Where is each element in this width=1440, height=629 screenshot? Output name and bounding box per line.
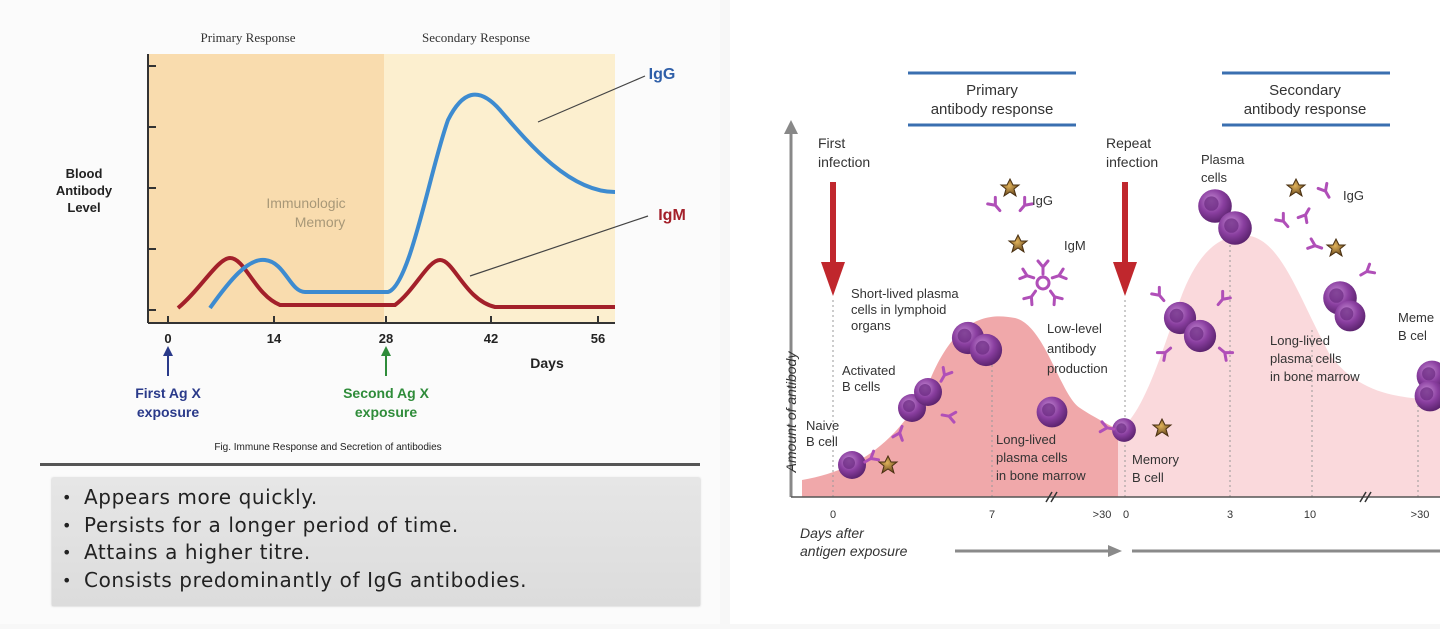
meme-line-1: Meme xyxy=(1398,310,1434,325)
y-label-line-1: Blood xyxy=(66,166,103,181)
igg-curve xyxy=(208,92,616,310)
x-axis-ticks xyxy=(167,316,599,323)
axis-break-marks xyxy=(1045,491,1372,503)
x-tick-secondary-30: >30 xyxy=(1411,509,1430,521)
x-tick-secondary-10: 10 xyxy=(1304,509,1316,521)
primary-title-line-2: antibody response xyxy=(931,101,1054,118)
x-tick-42: 42 xyxy=(484,331,498,346)
secondary-response-features: Appears more quickly. Persists for a lon… xyxy=(52,478,700,606)
secondary-title-line-1: Secondary xyxy=(1269,82,1341,99)
short-lived-line-3: organs xyxy=(851,318,891,333)
primary-response-title: Primary antibody response xyxy=(908,71,1076,127)
feature-item: Consists predominantly of IgG antibodies… xyxy=(62,567,700,595)
immunologic-memory-line-2: Memory xyxy=(295,214,346,230)
long-lived-plasma-cell-icon xyxy=(1036,396,1068,428)
activated-line-1: Activated xyxy=(842,363,895,378)
x-axis-label: Days xyxy=(530,355,564,371)
first-exposure-line-1: First Ag X xyxy=(135,385,201,401)
y-axis-ticks xyxy=(148,65,156,311)
secondary-title-line-2: antibody response xyxy=(1244,101,1367,118)
first-infection-line-1: First xyxy=(818,135,845,151)
long-lived-primary-line-3: in bone marrow xyxy=(996,468,1086,483)
primary-title-line-1: Primary xyxy=(966,82,1018,99)
x-label-line-1: Days after xyxy=(800,525,865,541)
antibody-response-chart: Primary Response Secondary Response 0 14… xyxy=(56,30,686,453)
x-tick-28: 28 xyxy=(379,331,393,346)
x-tick-secondary-3: 3 xyxy=(1227,509,1233,521)
x-label-line-2: antigen exposure xyxy=(800,543,908,559)
igm-label: IgM xyxy=(658,207,686,224)
second-exposure-line-1: Second Ag X xyxy=(343,385,429,401)
secondary-response-label: Secondary Response xyxy=(422,30,530,45)
figure-caption: Fig. Immune Response and Secretion of an… xyxy=(214,442,441,453)
short-lived-line-2: cells in lymphoid xyxy=(851,302,946,317)
y-label-line-2: Antibody xyxy=(56,183,113,198)
right-panel: Primary antibody response Secondary anti… xyxy=(730,0,1440,624)
x-tick-primary-7: 7 xyxy=(989,509,995,521)
short-lived-line-1: Short-lived plasma xyxy=(851,286,959,301)
x-tick-secondary-0: 0 xyxy=(1123,509,1129,521)
igg-leader-line xyxy=(537,75,646,123)
long-lived-secondary-line-2: plasma cells xyxy=(1270,351,1342,366)
antibody-response-diagram: Primary antibody response Secondary anti… xyxy=(783,71,1440,559)
long-lived-plasma-cells-secondary-icon xyxy=(1323,281,1366,332)
plasma-cells-icon xyxy=(1198,189,1252,245)
long-lived-primary-line-1: Long-lived xyxy=(996,432,1056,447)
first-exposure-arrow xyxy=(163,346,173,376)
repeat-infection-line-2: infection xyxy=(1106,154,1158,170)
immunologic-memory-line-1: Immunologic xyxy=(266,195,345,211)
section-divider xyxy=(40,463,700,466)
x-tick-0: 0 xyxy=(164,331,171,346)
repeat-infection-arrow xyxy=(1113,182,1137,296)
igg-secondary-label: IgG xyxy=(1343,188,1364,203)
naive-line-1: Naive xyxy=(806,418,839,433)
repeat-infection-line-1: Repeat xyxy=(1106,135,1151,151)
first-infection-line-2: infection xyxy=(818,154,870,170)
igg-primary-label: IgG xyxy=(1032,193,1053,208)
igg-label: IgG xyxy=(649,66,676,83)
y-label-line-3: Level xyxy=(67,200,100,215)
first-exposure-line-2: exposure xyxy=(137,404,199,420)
activated-line-2: B cells xyxy=(842,379,881,394)
memory-line-2: B cell xyxy=(1132,470,1164,485)
igm-primary-label: IgM xyxy=(1064,238,1086,253)
long-lived-secondary-line-3: in bone marrow xyxy=(1270,369,1360,384)
feature-item: Persists for a longer period of time. xyxy=(62,512,700,540)
memory-b-cells-secondary-icon xyxy=(1414,360,1440,412)
long-lived-secondary-line-1: Long-lived xyxy=(1270,333,1330,348)
igm-curve xyxy=(176,255,615,310)
x-tick-14: 14 xyxy=(267,331,282,346)
meme-line-2: B cel xyxy=(1398,328,1427,343)
y-axis-arrowhead xyxy=(784,120,798,134)
plasma-line-1: Plasma xyxy=(1201,152,1245,167)
first-infection-arrow xyxy=(821,182,845,296)
left-panel: Primary Response Secondary Response 0 14… xyxy=(0,0,720,624)
features-list: Appears more quickly. Persists for a lon… xyxy=(52,478,700,594)
secondary-response-area xyxy=(1118,235,1440,497)
memory-line-1: Memory xyxy=(1132,452,1179,467)
primary-phase-background xyxy=(148,54,384,322)
x-tick-primary-0: 0 xyxy=(830,509,836,521)
x-tick-primary-30: >30 xyxy=(1093,509,1112,521)
feature-item: Attains a higher titre. xyxy=(62,539,700,567)
long-lived-primary-line-2: plasma cells xyxy=(996,450,1068,465)
secondary-response-title: Secondary antibody response xyxy=(1222,71,1390,127)
feature-item: Appears more quickly. xyxy=(62,484,700,512)
igm-antibody-icon xyxy=(1008,234,1068,307)
primary-response-area xyxy=(802,316,1118,497)
second-exposure-line-2: exposure xyxy=(355,404,417,420)
y-axis-label: Amount of antibody xyxy=(783,351,799,474)
low-level-line-3: production xyxy=(1047,361,1108,376)
plasma-line-2: cells xyxy=(1201,170,1228,185)
low-level-line-2: antibody xyxy=(1047,341,1097,356)
timeline-arrow-primary xyxy=(955,545,1122,557)
naive-line-2: B cell xyxy=(806,434,838,449)
low-level-line-1: Low-level xyxy=(1047,321,1102,336)
igm-leader-line xyxy=(469,215,649,277)
second-exposure-arrow xyxy=(381,346,391,376)
primary-response-label: Primary Response xyxy=(201,30,296,45)
x-tick-56: 56 xyxy=(591,331,605,346)
igg-antibody-icon xyxy=(986,178,1034,216)
